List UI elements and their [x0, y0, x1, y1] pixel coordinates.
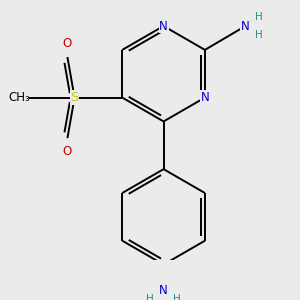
- Text: O: O: [63, 37, 72, 50]
- Text: H: H: [255, 12, 263, 22]
- Text: H: H: [173, 294, 181, 300]
- Text: N: N: [200, 91, 209, 104]
- Text: O: O: [63, 145, 72, 158]
- Text: N: N: [159, 20, 168, 32]
- Text: N: N: [159, 284, 168, 297]
- Text: CH₃: CH₃: [9, 91, 31, 104]
- Text: N: N: [241, 20, 250, 32]
- Text: H: H: [146, 294, 154, 300]
- Text: S: S: [70, 91, 79, 104]
- Text: H: H: [255, 30, 263, 40]
